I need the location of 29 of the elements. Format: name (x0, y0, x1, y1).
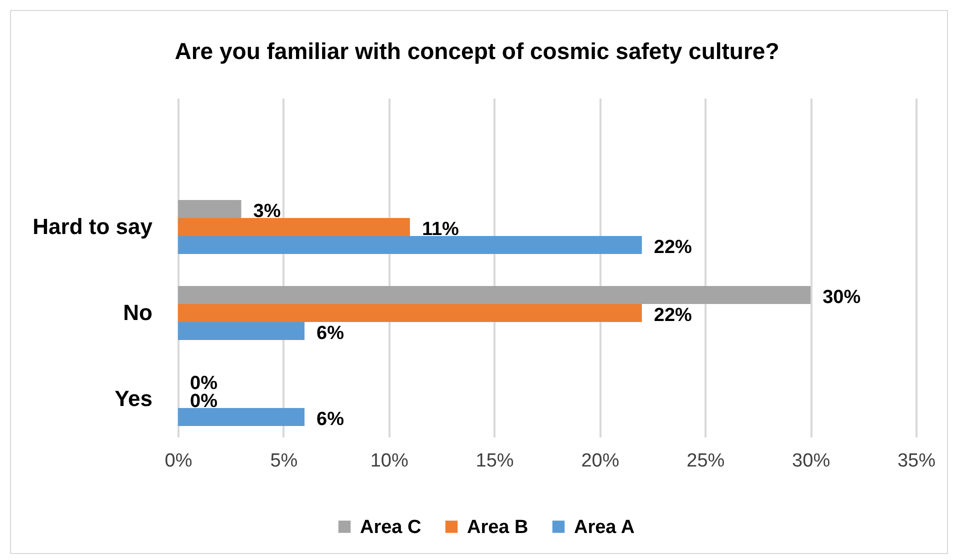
bar (178, 200, 242, 218)
bar (178, 218, 410, 236)
x-tick-label: 20% (581, 450, 620, 472)
legend-label: Area B (467, 516, 528, 538)
y-tick-label: Hard to say (32, 214, 154, 240)
data-label: 6% (316, 323, 344, 344)
data-label: 30% (822, 287, 861, 308)
y-tick-label: Yes (114, 386, 152, 412)
bar (178, 408, 305, 426)
data-label: 11% (422, 219, 460, 240)
x-tick-label: 15% (476, 450, 514, 472)
x-tick-label: 0% (164, 450, 192, 472)
bar (178, 322, 305, 340)
y-tick-label: No (123, 300, 152, 326)
x-tick-label: 5% (270, 450, 298, 472)
x-tick-label: 25% (686, 450, 725, 472)
data-label: 3% (253, 201, 281, 222)
data-label: 6% (316, 409, 344, 430)
data-label: 22% (654, 305, 692, 326)
bar (178, 286, 811, 304)
data-label: 22% (654, 237, 692, 258)
legend-label: Area C (360, 516, 422, 538)
bar (178, 304, 642, 322)
x-tick-label: 10% (370, 450, 408, 472)
x-tick-label: 30% (792, 450, 830, 472)
bar (178, 236, 642, 254)
chart-title: Are you familiar with concept of cosmic safety culture? (174, 38, 780, 64)
legend-label: Area A (574, 516, 635, 538)
x-tick-label: 35% (897, 450, 936, 472)
